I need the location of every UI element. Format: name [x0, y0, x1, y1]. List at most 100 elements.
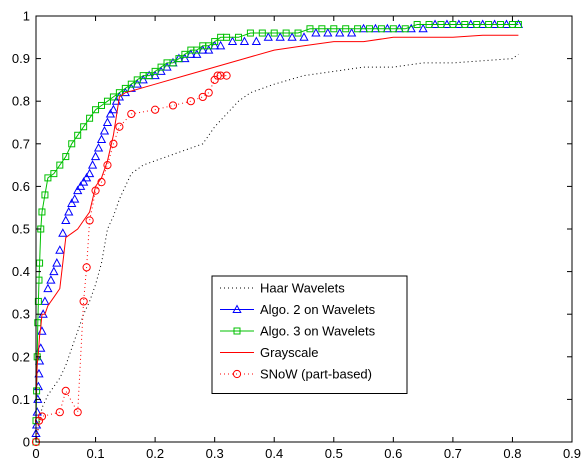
data-point — [204, 45, 214, 54]
y-tick-label: 0.8 — [12, 94, 30, 109]
data-point — [263, 32, 273, 41]
data-point — [150, 70, 160, 80]
data-point — [99, 125, 110, 135]
data-point — [62, 153, 70, 161]
data-point — [215, 40, 226, 50]
legend-marker — [232, 369, 242, 379]
data-point — [32, 407, 42, 416]
data-point — [56, 161, 64, 169]
data-point — [239, 36, 250, 46]
data-point — [406, 23, 416, 33]
data-point — [382, 23, 393, 33]
data-point — [133, 76, 141, 84]
data-point — [234, 33, 242, 41]
data-point — [418, 23, 428, 33]
y-tick-label: 0.4 — [12, 264, 30, 279]
data-point — [70, 194, 80, 203]
data-point — [227, 36, 238, 46]
data-point — [156, 66, 166, 75]
data-point — [50, 170, 58, 178]
data-point — [132, 79, 142, 88]
data-point — [306, 25, 314, 33]
y-tick-label: 0.7 — [12, 136, 30, 151]
data-point — [162, 62, 172, 71]
x-tick-label: 0.4 — [265, 446, 283, 461]
data-point — [34, 416, 44, 425]
data-point — [80, 123, 88, 131]
data-point — [102, 117, 113, 126]
data-point — [73, 185, 83, 195]
x-tick-label: 0.5 — [325, 446, 343, 461]
data-point — [111, 96, 122, 105]
data-point — [394, 23, 404, 33]
legend-marker — [232, 304, 242, 313]
data-point — [210, 75, 219, 85]
data-point — [514, 21, 522, 29]
data-point — [96, 134, 107, 144]
data-point — [138, 74, 148, 84]
data-point — [299, 32, 309, 41]
x-tick-label: 0.9 — [563, 446, 581, 461]
data-point — [205, 42, 213, 50]
data-point — [103, 97, 111, 105]
y-tick-label: 0.3 — [12, 307, 30, 322]
x-tick-label: 0.2 — [146, 446, 164, 461]
data-point — [358, 23, 369, 33]
data-point — [121, 84, 129, 92]
data-point — [223, 33, 231, 41]
data-point — [335, 27, 345, 37]
data-point — [36, 259, 44, 267]
data-point — [216, 71, 225, 80]
data-point — [370, 23, 381, 33]
data-point — [282, 29, 290, 37]
data-point — [461, 21, 469, 29]
data-point — [105, 108, 116, 118]
data-point — [151, 67, 159, 75]
data-point — [401, 25, 409, 33]
x-tick-label: 0.8 — [503, 446, 521, 461]
y-tick-label: 0.5 — [12, 222, 30, 237]
data-point — [198, 45, 208, 54]
data-point — [168, 101, 178, 110]
data-point — [127, 109, 136, 119]
data-point — [425, 21, 433, 29]
y-tick-label: 0.2 — [12, 349, 30, 364]
data-point — [270, 29, 278, 37]
data-point — [347, 27, 357, 37]
data-point — [109, 93, 117, 101]
x-tick-label: 0.3 — [206, 446, 224, 461]
data-point — [449, 21, 457, 29]
data-point — [40, 296, 50, 305]
series-3 — [35, 34, 519, 400]
data-point — [61, 215, 71, 224]
data-point — [49, 266, 59, 276]
series-layer — [31, 19, 524, 447]
legend-label: Algo. 2 on Wavelets — [260, 302, 376, 317]
data-point — [192, 49, 202, 58]
data-point — [210, 40, 220, 50]
data-point — [44, 174, 52, 182]
data-point — [55, 245, 65, 254]
legend-label: Algo. 3 on Wavelets — [260, 324, 376, 339]
y-tick-label: 0 — [23, 435, 30, 450]
data-point — [318, 25, 326, 33]
data-point — [311, 27, 321, 37]
legend: Haar Wavelets Algo. 2 on Wavelets Algo. 3 … — [211, 275, 408, 394]
data-point — [98, 101, 106, 109]
data-point — [287, 32, 297, 41]
data-point — [38, 208, 46, 216]
data-point — [58, 228, 68, 237]
data-point — [497, 21, 505, 29]
legend-label: Grayscale — [260, 345, 319, 360]
data-point — [73, 408, 82, 417]
data-point — [46, 275, 56, 284]
x-tick-label: 0.7 — [444, 446, 462, 461]
series-4 — [31, 71, 231, 447]
data-point — [389, 25, 397, 33]
data-point — [204, 88, 213, 97]
data-point — [74, 131, 82, 139]
data-point — [82, 263, 91, 272]
legend-marker — [233, 327, 241, 335]
data-point — [97, 178, 106, 187]
data-point — [55, 408, 64, 417]
